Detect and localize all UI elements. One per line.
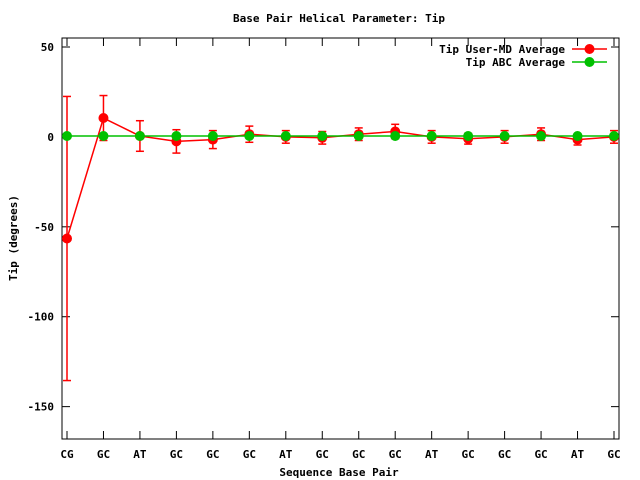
abc-data-point [426, 131, 437, 142]
abc-data-point [207, 131, 218, 142]
abc-data-point [244, 131, 255, 142]
abc-data-point [572, 131, 583, 142]
x-tick-label: GC [352, 448, 365, 461]
y-tick-label: 0 [47, 131, 54, 144]
legend-marker-abc [584, 57, 595, 67]
x-tick-label: CG [60, 448, 74, 461]
abc-data-point [536, 131, 547, 142]
x-tick-label: GC [243, 448, 256, 461]
y-tick-label: -150 [28, 401, 55, 414]
x-tick-label: GC [534, 448, 547, 461]
x-tick-label: AT [425, 448, 439, 461]
x-tick-label: AT [279, 448, 293, 461]
user-md-data-point [98, 113, 109, 124]
legend-label-abc: Tip ABC Average [466, 56, 566, 69]
x-tick-label: GC [170, 448, 183, 461]
plot-area: 50 0 -50 -100 -150 CG GC AT GC GC GC AT GC GC GC AT GC GC… [28, 37, 621, 461]
legend-label-user-md: Tip User-MD Average [439, 43, 565, 56]
abc-data-point [62, 131, 72, 142]
abc-data-point [609, 131, 619, 142]
abc-data-point [463, 131, 474, 142]
abc-data-point [98, 131, 109, 142]
abc-data-point [390, 131, 401, 142]
abc-data-point [353, 131, 364, 142]
x-tick-label: AT [571, 448, 585, 461]
x-tick-label: GC [498, 448, 511, 461]
abc-data-point [280, 131, 291, 142]
abc-data-point [317, 131, 328, 142]
x-tick-label: GC [462, 448, 475, 461]
y-axis-label: Tip (degrees) [7, 195, 20, 281]
y-tick-label: -100 [28, 311, 55, 324]
x-tick-label: GC [206, 448, 219, 461]
x-tick-label: GC [97, 448, 110, 461]
y-tick-label: 50 [41, 41, 54, 54]
abc-data-point [134, 131, 145, 142]
x-tick-label: GC [316, 448, 329, 461]
abc-data-point [499, 131, 510, 142]
abc-data-point [171, 131, 182, 142]
x-tick-label: GC [607, 448, 620, 461]
legend-marker-user-md [584, 44, 595, 54]
x-axis-label: Sequence Base Pair [279, 466, 399, 479]
x-tick-label: AT [133, 448, 147, 461]
y-tick-label: -50 [34, 221, 54, 234]
chart-title: Base Pair Helical Parameter: Tip [233, 12, 445, 25]
user-md-data-point [62, 233, 72, 244]
x-tick-label: GC [389, 448, 402, 461]
